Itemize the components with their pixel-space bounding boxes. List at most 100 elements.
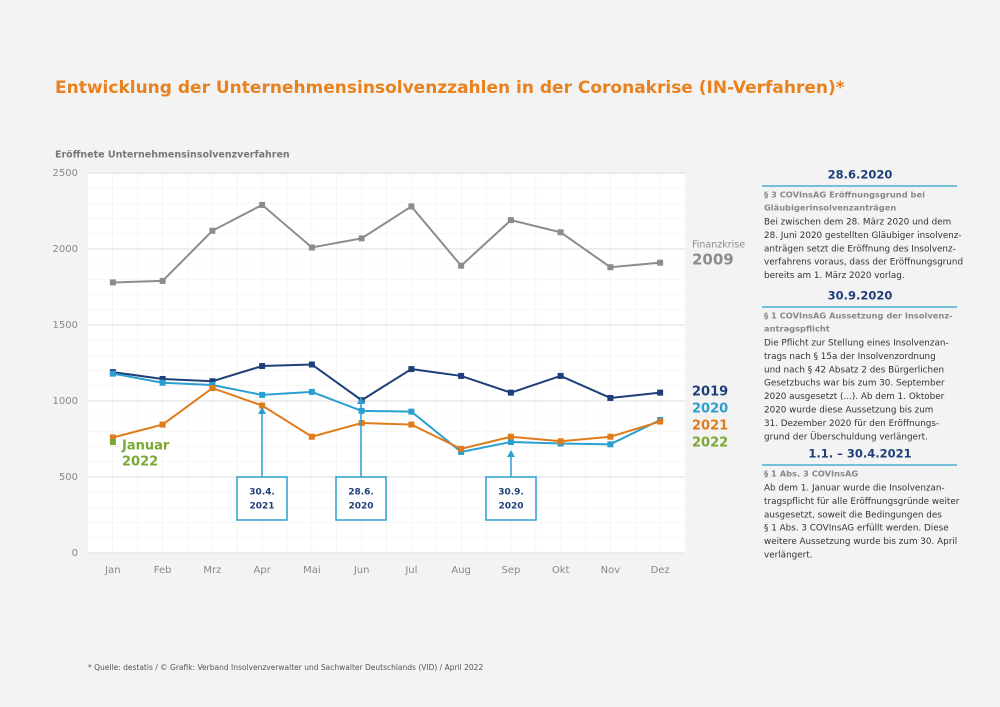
callout-text: 2021 [249,502,274,512]
x-tick-label: Okt [552,565,570,576]
data-point [458,372,465,379]
sidebar-body: grund der Überschuldung verlängert. [764,431,928,442]
data-point [408,366,415,373]
x-tick-label: Feb [154,565,172,576]
data-point [557,372,564,379]
y-axis-label: Eröffnete Unternehmensinsolvenzverfahren [55,150,290,161]
sidebar-body: 2020 ausgesetzt (...). Ab dem 1. Oktober [764,392,945,402]
callout-text: 30.4. [249,488,275,498]
sidebar-body: und nach § 42 Absatz 2 des Bürgerlichen [764,365,944,375]
data-point [259,201,266,208]
sidebar-body: 2020 wurde diese Aussetzung bis zum [764,406,933,416]
legend-label: 2021 [692,419,728,434]
y-tick-label: 1000 [53,396,78,407]
data-point [259,391,266,398]
data-point [507,389,514,396]
data-point [308,433,315,440]
data-point [607,433,614,440]
data-point [408,421,415,428]
x-tick-label: Mai [303,565,321,576]
callout-arrowhead [258,407,266,414]
sidebar-heading: 28.6.2020 [828,168,893,182]
y-tick-label: 500 [59,472,78,483]
callout-text: 2020 [498,502,523,512]
series-line [112,203,661,284]
callout-text: 28.6. [348,488,374,498]
data-point [109,439,116,446]
x-tick-label: Aug [451,565,471,576]
x-tick-label: Jul [404,565,417,576]
data-point [507,439,514,446]
data-point [458,262,465,269]
callout-text: 30.9. [498,488,524,498]
data-point [109,370,116,377]
footnote: * Quelle: destatis / © Grafik: Verband I… [88,663,483,672]
sidebar-body: ausgesetzt, soweit die Bedingungen des [764,510,942,520]
data-point [657,389,664,396]
annotation: 2022 [122,455,158,470]
sidebar-heading: 1.1. – 30.4.2021 [808,447,911,461]
callout-arrowhead [507,450,515,457]
x-tick-label: Apr [253,565,271,576]
callout-box [335,476,387,521]
y-tick-label: 2000 [53,244,78,255]
sidebar-body: trags nach § 15a der Insolvenzordnung [764,352,936,362]
sidebar-body: § 1 Abs. 3 COVInsAG erfüllt werden. Dies… [764,524,949,534]
data-point [507,217,514,224]
sidebar-body: verlängert. [764,551,813,561]
x-tick-label: Nov [601,565,621,576]
legend-label: 2009 [692,251,734,269]
data-point [209,378,216,385]
y-tick-label: 1500 [53,320,78,331]
data-point [557,229,564,236]
sidebar-subtitle: § 3 COVInsAG Eröffnungsgrund bei [764,190,925,200]
sidebar-heading: 30.9.2020 [828,289,893,303]
legend-label: 2022 [692,436,728,451]
chart-title: Entwicklung der Unternehmensinsolvenzzah… [55,78,845,98]
sidebar-body: tragspflicht für alle Eröffnungsgründe w… [764,497,960,507]
data-point [458,448,465,455]
data-point [657,418,664,425]
sidebar-subtitle: Gläubigerinsolvenzanträgen [764,203,896,213]
data-point [507,433,514,440]
sidebar-body: Bei zwischen dem 28. März 2020 und dem [764,218,951,228]
sidebar-body: bereits am 1. März 2020 vorlag. [764,271,905,281]
data-point [209,227,216,234]
x-tick-label: Dez [651,565,670,576]
data-point [209,382,216,389]
data-point [308,361,315,368]
callout-box [236,476,288,521]
x-tick-label: Jan [104,565,120,576]
annotation: Januar [121,439,170,454]
data-point [458,445,465,452]
data-point [209,385,216,392]
data-point [358,235,365,242]
series-line [112,386,661,450]
callout-arrowhead [357,397,365,404]
series-line [112,363,661,402]
x-tick-label: Jun [353,565,370,576]
annotation: Finanzkrise [692,240,745,251]
data-point [109,279,116,286]
sidebar-body: verfahrens voraus, dass der Eröffnungsgr… [764,258,963,268]
data-point [259,402,266,409]
data-point [159,379,166,386]
data-point [607,441,614,448]
callout-text: 2020 [348,502,373,512]
data-point [308,244,315,251]
data-point [308,388,315,395]
sidebar-body: weitere Aussetzung wurde bis zum 30. Apr… [764,537,957,547]
sidebar-body: 28. Juni 2020 gestellten Gläubiger insol… [764,231,962,241]
legend-label: 2019 [692,385,728,400]
sidebar-body: 31. Dezember 2020 für den Eröffnungs- [764,419,939,429]
y-tick-label: 2500 [53,168,78,179]
x-tick-label: Mrz [203,565,221,576]
x-tick-label: Sep [501,565,520,576]
sidebar-subtitle: antragspflicht [764,324,830,334]
callout-box [485,476,537,521]
data-point [259,363,266,370]
data-point [109,434,116,441]
data-point [657,259,664,266]
sidebar-body: anträgen setzt die Eröffnung des Insolve… [764,244,956,254]
